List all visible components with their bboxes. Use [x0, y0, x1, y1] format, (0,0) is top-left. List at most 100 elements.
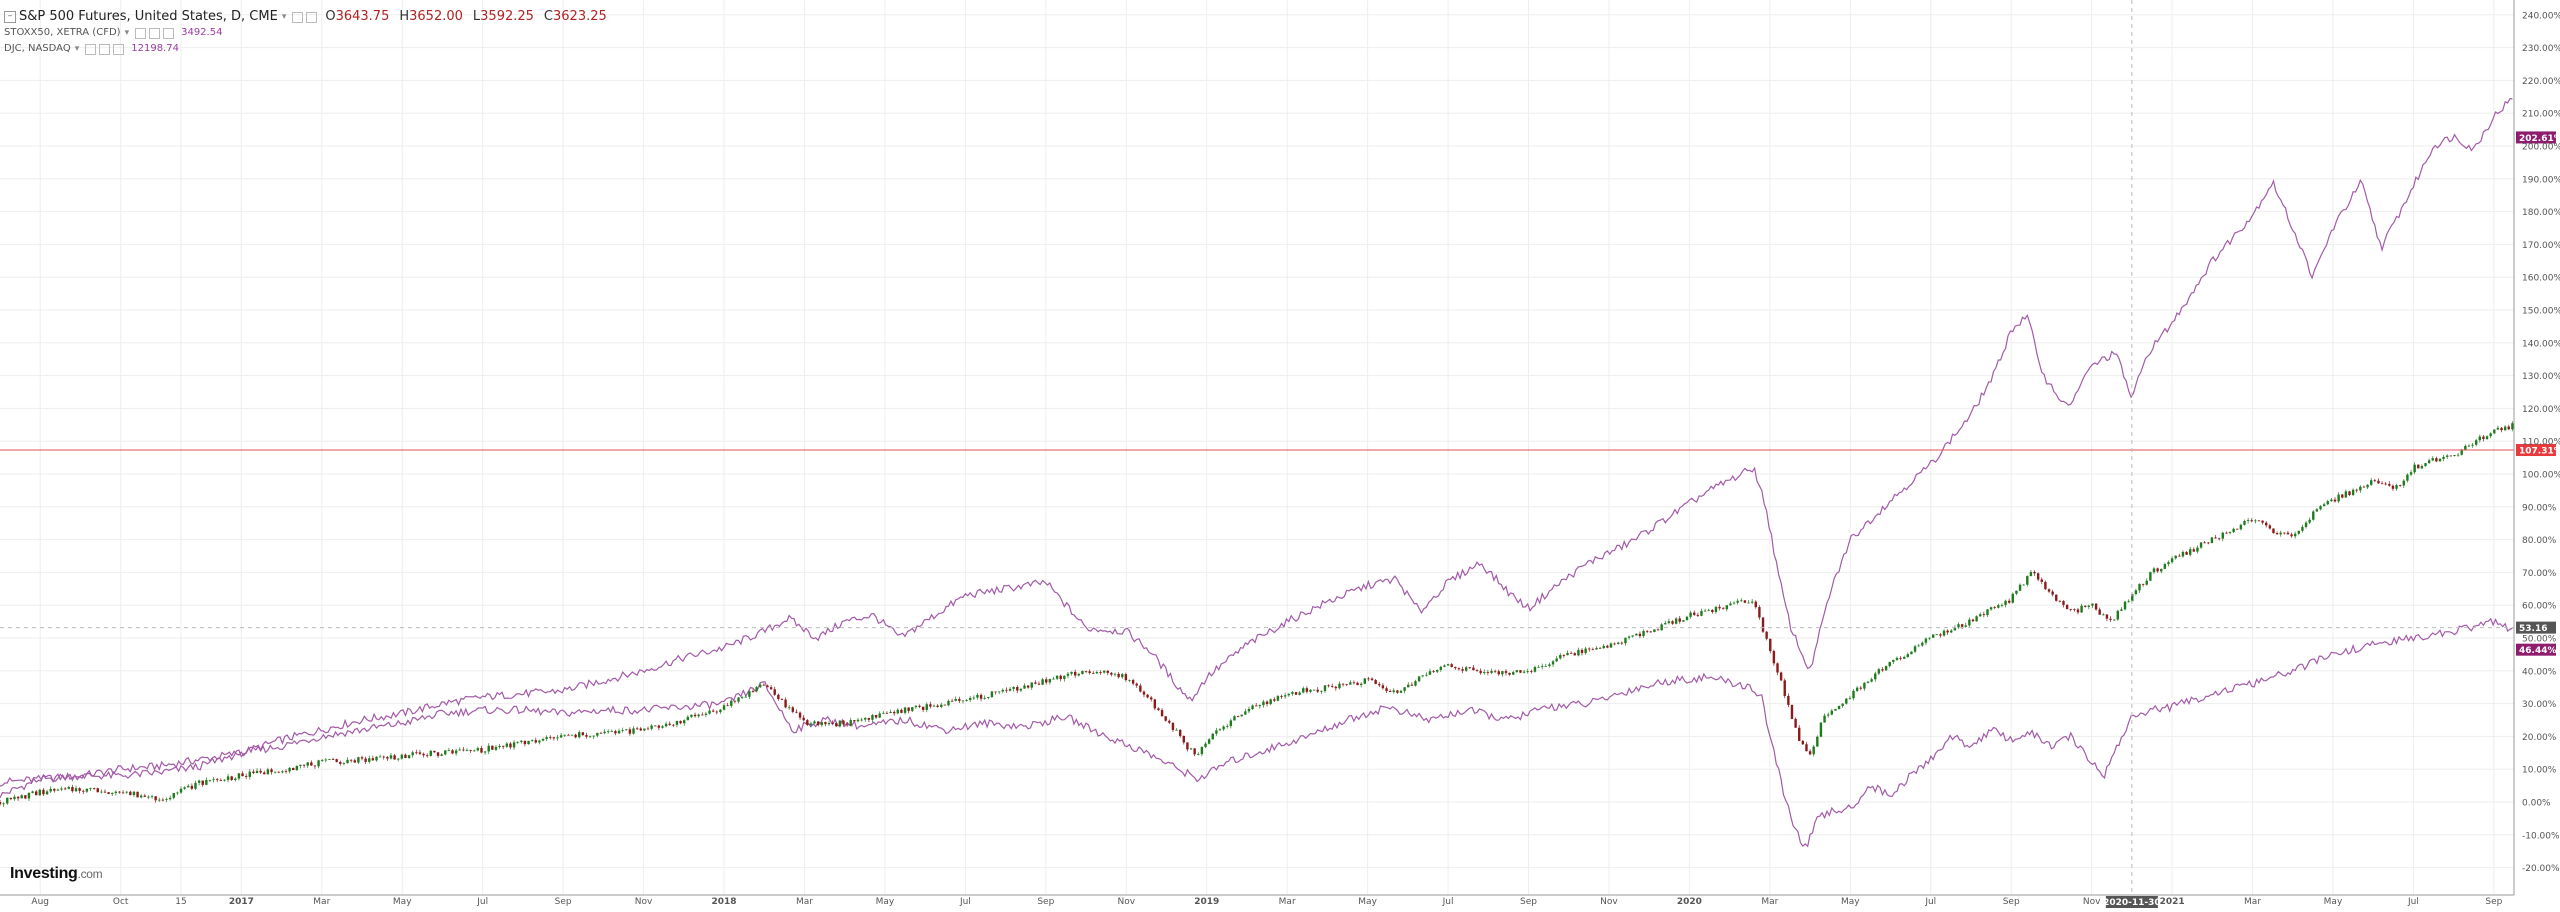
candle-body: [1200, 746, 1204, 755]
crosshair-date-bg: [2105, 896, 2158, 908]
candle-body: [907, 707, 910, 711]
crosshair-y-label: 53.16: [2516, 621, 2556, 634]
y-tick-label: 160.00%: [2522, 274, 2560, 284]
candle-body: [2084, 605, 2087, 607]
candle-body: [1649, 631, 1652, 633]
candle-body: [534, 740, 537, 743]
candle-body: [2254, 520, 2257, 522]
candle-body: [1345, 684, 1348, 686]
candle-body: [954, 698, 957, 701]
candle-body: [31, 791, 34, 793]
candle-body: [1935, 634, 1938, 636]
candle-body: [759, 684, 762, 688]
settings-icon[interactable]: [99, 43, 111, 55]
candle-body: [78, 788, 81, 791]
candle-body: [2062, 601, 2065, 605]
candle-body: [1769, 638, 1772, 652]
settings-icon[interactable]: [292, 11, 304, 23]
candle-body: [266, 769, 270, 775]
candle-body: [1247, 709, 1251, 712]
candle-body: [1388, 690, 1392, 692]
candle-body: [2348, 491, 2351, 495]
candle-body: [639, 728, 642, 731]
candle-body: [2134, 590, 2138, 594]
candle-body: [1443, 665, 1446, 667]
candle-body: [1884, 666, 1888, 671]
candle-body: [806, 720, 809, 725]
chevron-down-icon[interactable]: ▾: [74, 44, 80, 54]
candle-body: [1805, 744, 1808, 752]
x-tick-label: Nov: [2083, 897, 2101, 907]
candle-body: [502, 745, 505, 747]
collapse-icon[interactable]: –: [4, 11, 16, 23]
candle-body: [1783, 680, 1786, 696]
candle-body: [1613, 643, 1616, 645]
candle-body: [1461, 669, 1464, 671]
candle-body: [831, 722, 834, 724]
chevron-down-icon[interactable]: ▾: [281, 12, 287, 22]
candle-body: [1743, 600, 1747, 603]
candle-body: [462, 749, 465, 751]
candle-body: [1526, 671, 1529, 672]
candle-body: [2000, 604, 2004, 606]
legend-series-djc[interactable]: DJC, NASDAQ ▾ 12198.74: [4, 41, 617, 57]
candle-body: [313, 765, 317, 767]
candle-body: [2261, 520, 2264, 523]
settings-icon[interactable]: [149, 27, 161, 39]
candle-body: [1497, 671, 1500, 675]
candle-body: [1776, 663, 1779, 673]
candle-body: [820, 722, 823, 726]
candle-body: [2435, 458, 2438, 462]
candle-body: [1084, 671, 1088, 672]
candle-body: [1063, 675, 1066, 680]
candle-body: [244, 776, 248, 777]
candle-body: [1113, 673, 1117, 675]
stoxx-value: 3492.54: [181, 27, 223, 38]
last-price-label-bg: [2516, 444, 2556, 457]
candle-body: [20, 795, 23, 799]
eye-icon[interactable]: [85, 43, 97, 55]
candle-body: [226, 776, 230, 780]
candle-body: [27, 792, 31, 799]
eye-icon[interactable]: [135, 27, 147, 39]
candle-body: [1830, 710, 1834, 715]
candle-body: [118, 791, 121, 793]
candle-body: [780, 699, 784, 700]
candle-body: [45, 791, 49, 795]
close-icon[interactable]: [113, 43, 125, 55]
candle-body: [1392, 690, 1395, 692]
close-icon[interactable]: [306, 11, 318, 23]
legend-main-series[interactable]: – S&P 500 Futures, United States, D, CME…: [4, 9, 617, 25]
candle-body: [1508, 672, 1511, 675]
candle-body: [581, 732, 585, 736]
candle-body: [400, 754, 404, 759]
candle-body: [2308, 519, 2311, 523]
candle-body: [1997, 605, 2000, 608]
close-icon[interactable]: [163, 27, 175, 39]
stoxx-end-label-bg: [2516, 643, 2556, 656]
candle-body: [2268, 525, 2272, 529]
candle-body: [1294, 692, 1298, 695]
candle-body: [1569, 652, 1573, 654]
candle-body: [1866, 681, 1870, 683]
candle-body: [603, 731, 606, 734]
x-tick-label: 2017: [229, 897, 254, 907]
chevron-down-icon[interactable]: ▾: [124, 28, 130, 38]
candle-body: [1816, 736, 1819, 747]
candle-body: [929, 704, 932, 707]
legend-series-stoxx[interactable]: STOXX50, XETRA (CFD) ▾ 3492.54: [4, 25, 617, 41]
candle-body: [1131, 679, 1135, 684]
candle-body: [284, 771, 288, 773]
candle-body: [1396, 690, 1399, 693]
crosshair-date-text: 2020-11-30: [2103, 898, 2161, 908]
candle-body: [654, 725, 657, 727]
candle-body: [2145, 580, 2148, 585]
candle-body: [2482, 436, 2485, 440]
candle-body: [2398, 485, 2402, 486]
candle-body: [125, 791, 128, 793]
candle-body: [491, 745, 494, 750]
candle-body: [1689, 612, 1692, 617]
candle-body: [1150, 697, 1153, 700]
